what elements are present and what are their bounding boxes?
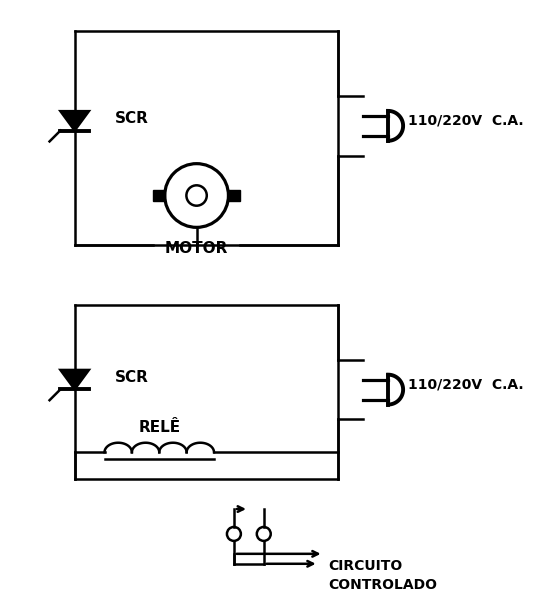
Polygon shape [60, 370, 89, 389]
Text: RELÊ: RELÊ [138, 420, 180, 435]
Text: 110/220V  C.A.: 110/220V C.A. [408, 378, 524, 392]
Text: SCR: SCR [114, 370, 148, 385]
Text: 110/220V  C.A.: 110/220V C.A. [408, 114, 524, 128]
Polygon shape [60, 111, 89, 131]
Text: SCR: SCR [114, 111, 148, 126]
Text: MOTOR: MOTOR [165, 241, 228, 256]
Text: CIRCUITO
CONTROLADO: CIRCUITO CONTROLADO [329, 559, 437, 592]
Bar [153, 190, 165, 201]
Bar [229, 190, 240, 201]
